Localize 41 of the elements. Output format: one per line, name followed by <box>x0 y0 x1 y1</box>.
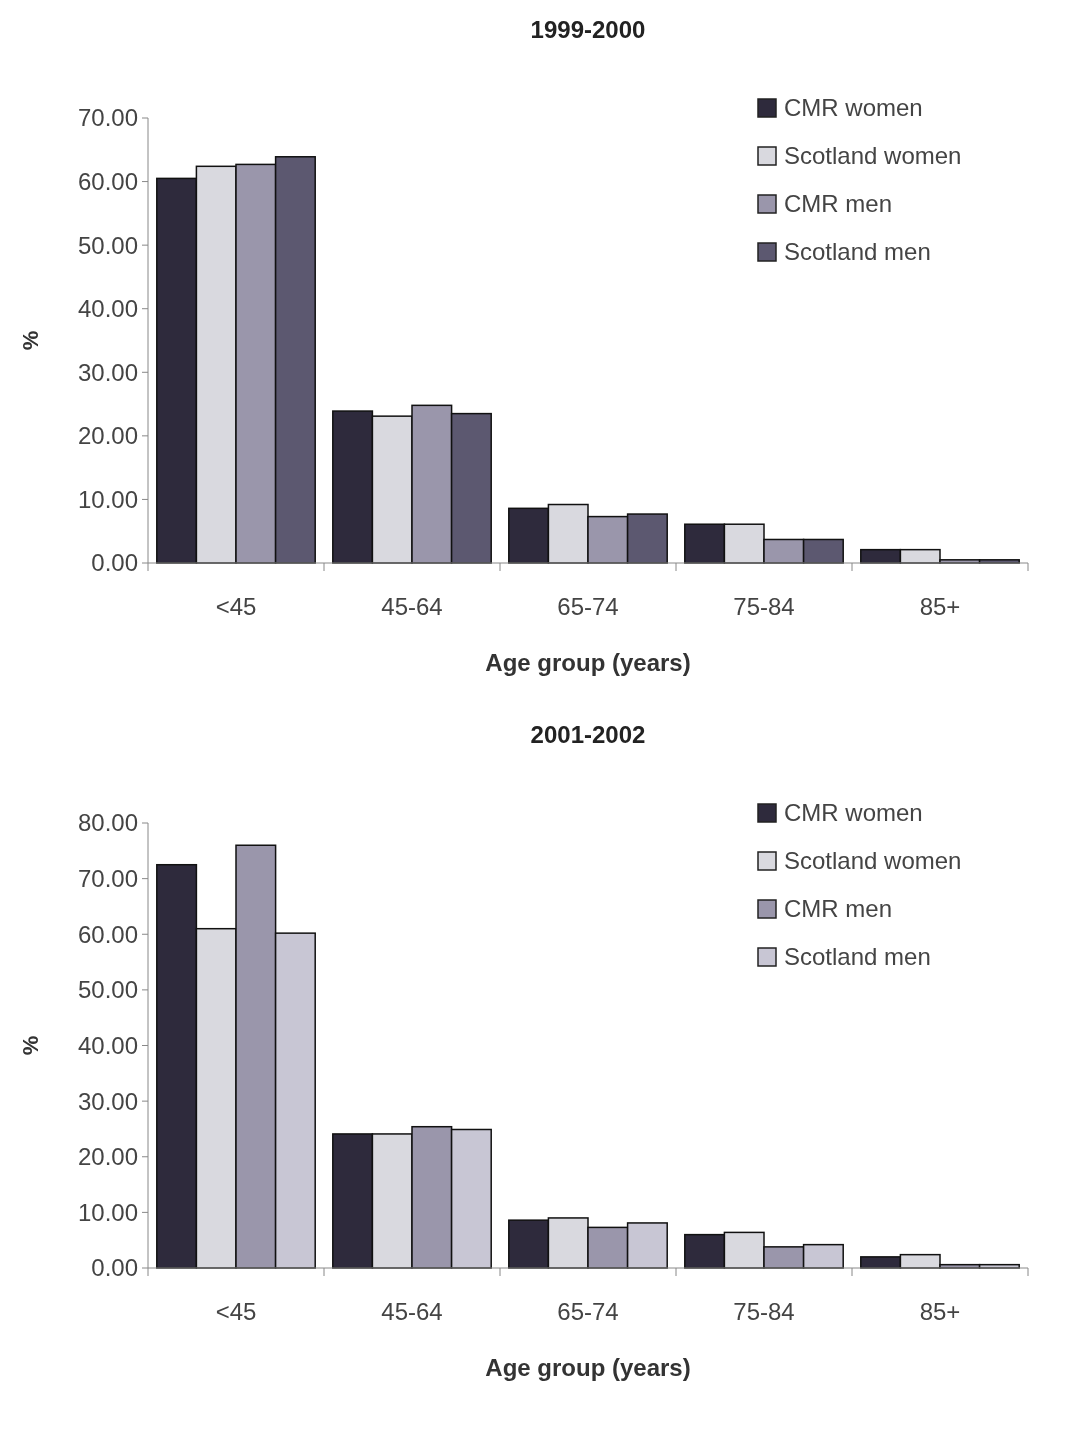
y-tick-label: 70.00 <box>77 865 138 893</box>
y-tick-label: 20.00 <box>77 1143 138 1171</box>
legend-label: CMR women <box>784 799 923 827</box>
y-tick-label: 70.00 <box>77 104 138 132</box>
x-tick-label: 75-84 <box>733 1298 795 1325</box>
x-tick-label: <45 <box>215 1298 257 1325</box>
x-tick-label: <45 <box>215 593 257 620</box>
y-tick-label: 20.00 <box>77 422 138 450</box>
y-tick-label: 0.00 <box>91 1254 138 1282</box>
y-axis-title: % <box>18 330 43 351</box>
x-tick-label: 45-64 <box>381 593 443 620</box>
y-tick-label: 10.00 <box>77 485 138 513</box>
y-tick-label: 10.00 <box>77 1198 138 1226</box>
x-tick-label: 65-74 <box>557 593 619 620</box>
chart-title: 1999-2000 <box>530 16 646 43</box>
y-tick-label: 50.00 <box>77 231 138 259</box>
x-axis-title: Age group (years) <box>485 649 691 676</box>
y-tick-label: 60.00 <box>77 167 138 195</box>
legend-label: Scotland men <box>784 238 931 266</box>
legend-label: CMR women <box>784 94 923 122</box>
y-tick-label: 30.00 <box>77 1087 138 1115</box>
chart-title: 2001-2002 <box>530 721 646 748</box>
legend-label: Scotland men <box>784 943 931 971</box>
y-tick-label: 40.00 <box>77 295 138 323</box>
y-tick-label: 30.00 <box>77 358 138 386</box>
legend-label: Scotland women <box>784 847 962 875</box>
x-tick-label: 85+ <box>919 593 961 620</box>
y-tick-label: 50.00 <box>77 976 138 1004</box>
x-tick-label: 85+ <box>919 1298 961 1325</box>
y-tick-label: 60.00 <box>77 920 138 948</box>
y-tick-label: 0.00 <box>91 549 138 577</box>
y-tick-label: 40.00 <box>77 1031 138 1059</box>
x-tick-label: 45-64 <box>381 1298 443 1325</box>
x-tick-label: 65-74 <box>557 1298 619 1325</box>
x-axis-title: Age group (years) <box>485 1354 691 1381</box>
legend-label: CMR men <box>784 895 893 923</box>
y-tick-label: 80.00 <box>77 809 138 837</box>
legend-label: CMR men <box>784 190 893 218</box>
legend-label: Scotland women <box>784 142 962 170</box>
y-axis-title: % <box>18 1035 43 1056</box>
x-tick-label: 75-84 <box>733 593 795 620</box>
